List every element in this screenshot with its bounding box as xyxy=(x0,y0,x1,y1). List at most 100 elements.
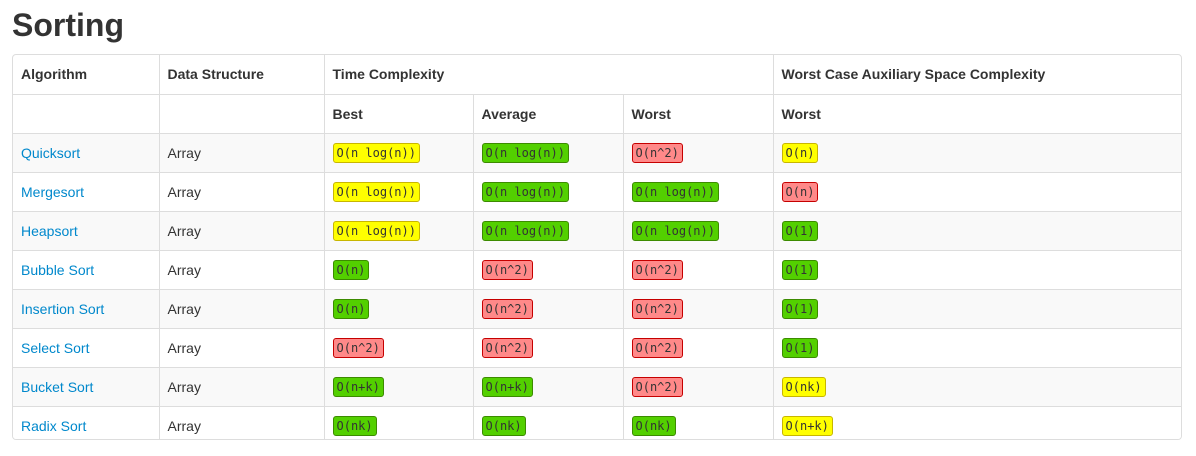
complexity-badge-good: O(n) xyxy=(332,259,370,280)
complexity-badge-good: O(nk) xyxy=(481,415,526,436)
cell-data-structure: Array xyxy=(158,210,324,250)
complexity-badge-bad: O(n^2) xyxy=(631,337,683,358)
cell-average: O(n log(n)) xyxy=(472,132,623,172)
cell-worst: O(n log(n)) xyxy=(622,210,774,250)
cell-best: O(n log(n)) xyxy=(323,210,473,250)
table-row: Insertion Sort Array O(n) O(n^2) O(n^2) O(1) xyxy=(13,288,1181,328)
header-row: Algorithm Data Structure Time Complexity… xyxy=(13,55,1181,94)
cell-average: O(n log(n)) xyxy=(472,210,623,250)
complexity-badge-fair: O(nk) xyxy=(781,376,826,397)
cell-worst: O(n^2) xyxy=(622,327,774,367)
algorithm-link[interactable]: Heapsort xyxy=(21,222,78,239)
complexity-badge-fair: O(n) xyxy=(781,142,819,163)
cell-data-structure: Array xyxy=(158,171,324,211)
header-time-complexity: Time Complexity xyxy=(323,55,774,94)
cell-space-worst: O(n) xyxy=(772,171,1181,211)
header-space-complexity: Worst Case Auxiliary Space Complexity xyxy=(772,55,1181,94)
algorithm-link[interactable]: Select Sort xyxy=(21,339,90,356)
subheader-empty xyxy=(158,93,324,133)
table-row: Heapsort Array O(n log(n)) O(n log(n)) O(n l… xyxy=(13,210,1181,250)
table-row: Quicksort Array O(n log(n)) O(n log(n)) O(n^… xyxy=(13,132,1181,172)
algorithm-link[interactable]: Radix Sort xyxy=(21,417,87,434)
cell-best: O(n+k) xyxy=(323,366,473,406)
table-row: Bubble Sort Array O(n) O(n^2) O(n^2) O(1) xyxy=(13,249,1181,289)
cell-algorithm: Mergesort xyxy=(13,171,159,211)
complexity-badge-good: O(nk) xyxy=(332,415,377,436)
algorithm-link[interactable]: Bucket Sort xyxy=(21,378,94,395)
complexity-badge-bad: O(n) xyxy=(781,181,819,202)
subheader-best: Best xyxy=(323,93,473,133)
cell-worst: O(n^2) xyxy=(622,132,774,172)
complexity-badge-bad: O(n^2) xyxy=(332,337,384,358)
algorithm-link[interactable]: Insertion Sort xyxy=(21,300,105,317)
complexity-badge-bad: O(n^2) xyxy=(631,142,683,163)
cell-algorithm: Select Sort xyxy=(13,327,159,367)
cell-algorithm: Bubble Sort xyxy=(13,249,159,289)
cell-algorithm: Heapsort xyxy=(13,210,159,250)
complexity-badge-fair: O(n log(n)) xyxy=(332,181,420,202)
cell-average: O(n log(n)) xyxy=(472,171,623,211)
cell-average: O(nk) xyxy=(472,405,623,439)
cell-space-worst: O(1) xyxy=(772,210,1181,250)
cell-worst: O(nk) xyxy=(622,405,774,439)
cell-worst: O(n^2) xyxy=(622,366,774,406)
complexity-badge-good: O(1) xyxy=(781,337,819,358)
subheader-average: Average xyxy=(472,93,623,133)
cell-data-structure: Array xyxy=(158,249,324,289)
cell-space-worst: O(nk) xyxy=(772,366,1181,406)
cell-average: O(n+k) xyxy=(472,366,623,406)
cell-best: O(nk) xyxy=(323,405,473,439)
cell-best: O(n log(n)) xyxy=(323,171,473,211)
table-row: Radix Sort Array O(nk) O(nk) O(nk) O(n+k) xyxy=(13,405,1181,439)
complexity-badge-good: O(1) xyxy=(781,298,819,319)
cell-best: O(n) xyxy=(323,249,473,289)
cell-average: O(n^2) xyxy=(472,249,623,289)
table-row: Mergesort Array O(n log(n)) O(n log(n)) O(n … xyxy=(13,171,1181,211)
cell-data-structure: Array xyxy=(158,132,324,172)
cell-space-worst: O(n) xyxy=(772,132,1181,172)
cell-best: O(n) xyxy=(323,288,473,328)
cell-space-worst: O(n+k) xyxy=(772,405,1181,439)
subheader-empty xyxy=(13,93,159,133)
cell-worst: O(n^2) xyxy=(622,249,774,289)
complexity-badge-good: O(n) xyxy=(332,298,370,319)
cell-best: O(n^2) xyxy=(323,327,473,367)
complexity-badge-good: O(n log(n)) xyxy=(481,220,569,241)
cell-average: O(n^2) xyxy=(472,288,623,328)
complexity-badge-bad: O(n^2) xyxy=(481,298,533,319)
cell-algorithm: Quicksort xyxy=(13,132,159,172)
cell-algorithm: Radix Sort xyxy=(13,405,159,439)
cell-space-worst: O(1) xyxy=(772,249,1181,289)
algorithm-link[interactable]: Quicksort xyxy=(21,144,81,161)
algorithm-link[interactable]: Mergesort xyxy=(21,183,85,200)
page-title: Sorting xyxy=(12,7,124,43)
cell-data-structure: Array xyxy=(158,327,324,367)
complexity-badge-bad: O(n^2) xyxy=(631,259,683,280)
cell-data-structure: Array xyxy=(158,288,324,328)
complexity-badge-fair: O(n+k) xyxy=(781,415,833,436)
complexity-badge-good: O(n+k) xyxy=(481,376,533,397)
complexity-badge-good: O(1) xyxy=(781,220,819,241)
complexity-badge-good: O(n log(n)) xyxy=(631,220,719,241)
cell-best: O(n log(n)) xyxy=(323,132,473,172)
table-row: Bucket Sort Array O(n+k) O(n+k) O(n^2) O(nk) xyxy=(13,366,1181,406)
complexity-badge-good: O(nk) xyxy=(631,415,676,436)
header-data-structure: Data Structure xyxy=(158,55,324,94)
complexity-badge-good: O(n+k) xyxy=(332,376,384,397)
cell-space-worst: O(1) xyxy=(772,288,1181,328)
complexity-badge-good: O(n log(n)) xyxy=(481,142,569,163)
cell-data-structure: Array xyxy=(158,405,324,439)
cell-worst: O(n log(n)) xyxy=(622,171,774,211)
cell-space-worst: O(1) xyxy=(772,327,1181,367)
cell-average: O(n^2) xyxy=(472,327,623,367)
complexity-badge-bad: O(n^2) xyxy=(481,259,533,280)
cell-data-structure: Array xyxy=(158,366,324,406)
cell-worst: O(n^2) xyxy=(622,288,774,328)
table-body: Quicksort Array O(n log(n)) O(n log(n)) O(n^… xyxy=(13,132,1181,439)
cell-algorithm: Insertion Sort xyxy=(13,288,159,328)
algorithm-link[interactable]: Bubble Sort xyxy=(21,261,95,278)
header-algorithm: Algorithm xyxy=(21,66,88,83)
subheader-row: Best Average Worst Worst xyxy=(13,93,1181,133)
complexity-badge-bad: O(n^2) xyxy=(631,298,683,319)
subheader-worst: Worst xyxy=(622,93,774,133)
